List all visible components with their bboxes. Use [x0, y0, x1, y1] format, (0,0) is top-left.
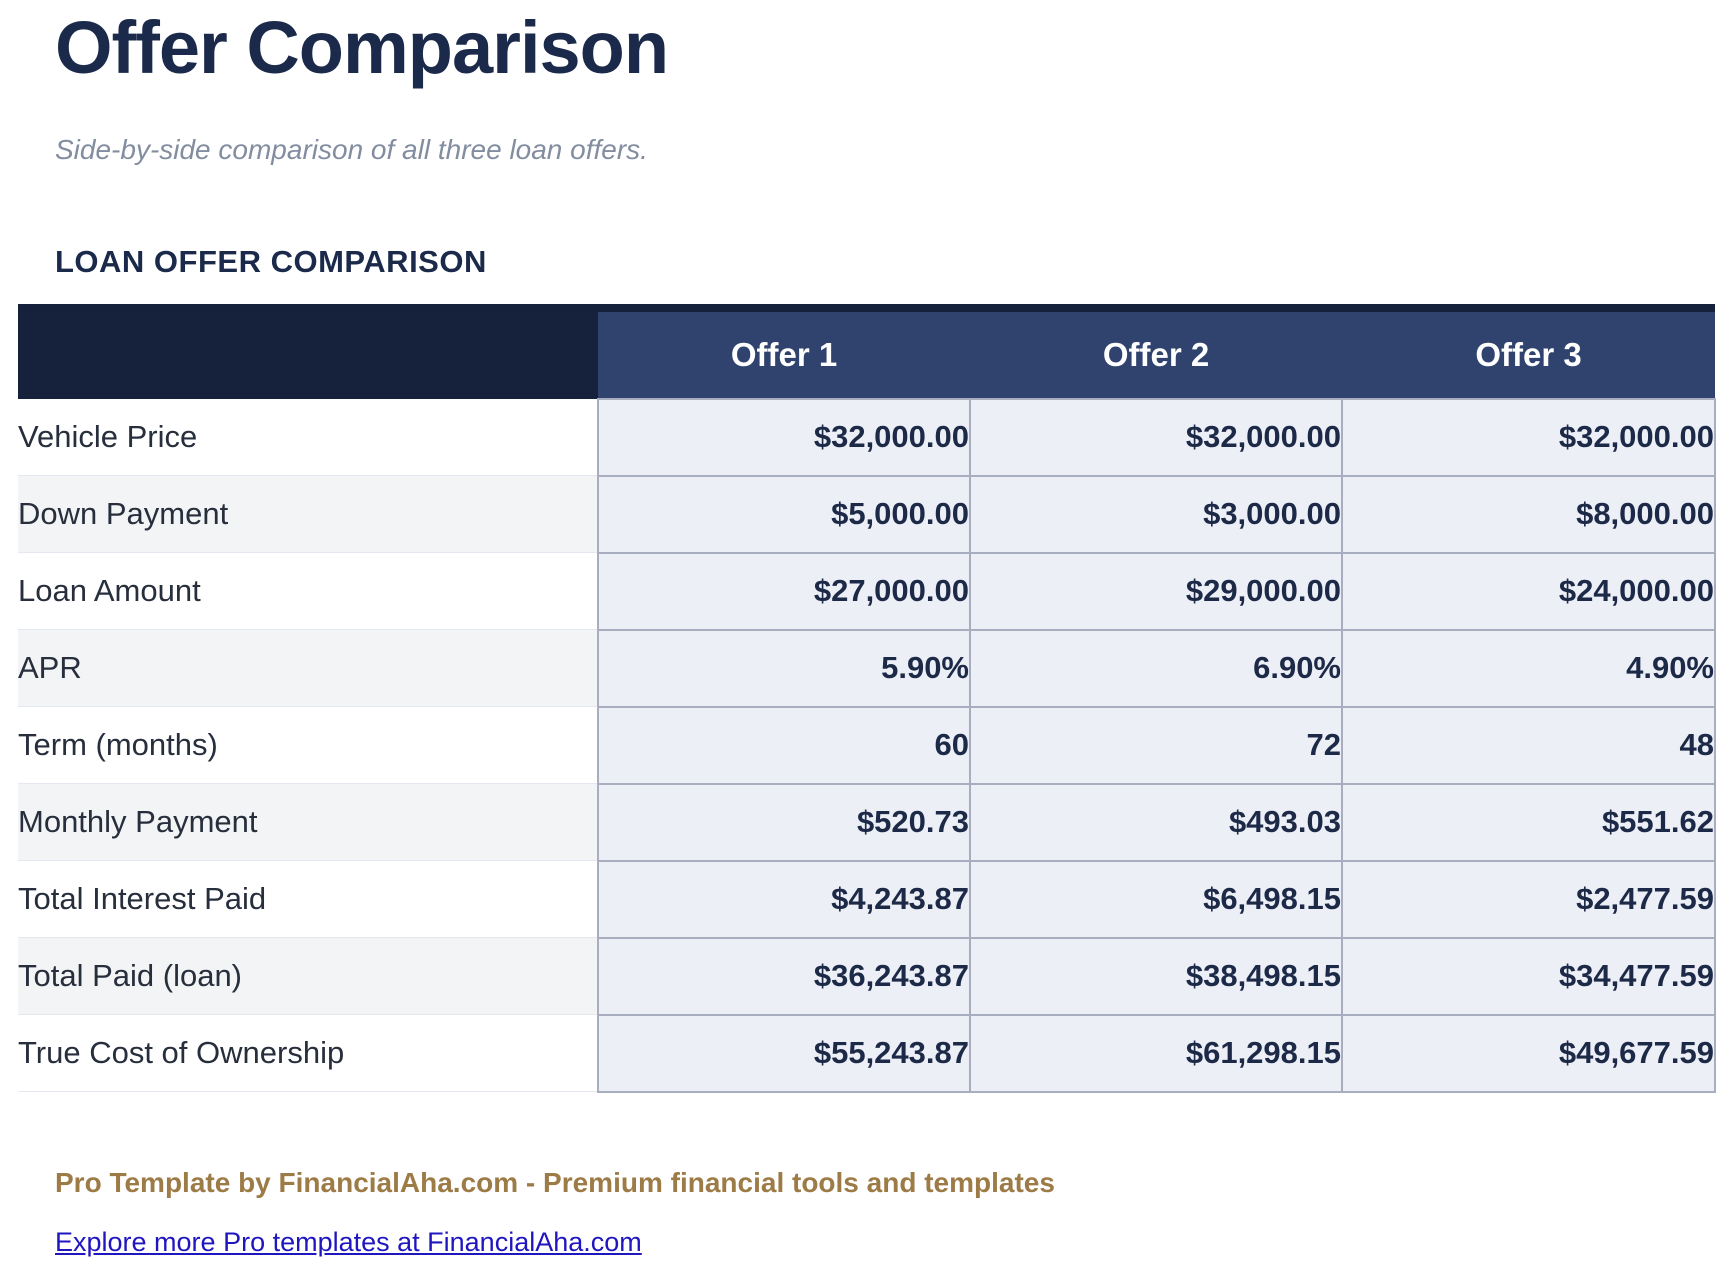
cell-value: 4.90% — [1341, 628, 1716, 708]
column-header-offer-1: Offer 1 — [598, 307, 970, 399]
table-row: Monthly Payment $520.73 $493.03 $551.62 — [18, 782, 1716, 862]
table-row: Vehicle Price $32,000.00 $32,000.00 $32,… — [18, 397, 1716, 477]
row-label: Loan Amount — [18, 552, 598, 630]
cell-value: $55,243.87 — [597, 1013, 971, 1093]
page: Offer Comparison Side-by-side comparison… — [0, 8, 1733, 1258]
table-corner-cell — [18, 307, 598, 399]
column-header-offer-3: Offer 3 — [1342, 307, 1715, 399]
table-row: True Cost of Ownership $55,243.87 $61,29… — [18, 1013, 1716, 1093]
table-row: Term (months) 60 72 48 — [18, 705, 1716, 785]
loan-offer-comparison-table: Offer 1 Offer 2 Offer 3 Vehicle Price $3… — [18, 303, 1716, 1093]
cell-value: 5.90% — [597, 628, 971, 708]
cell-value: $27,000.00 — [597, 551, 971, 631]
row-label: Term (months) — [18, 706, 598, 784]
cell-value: $2,477.59 — [1341, 859, 1716, 939]
section-heading: LOAN OFFER COMPARISON — [55, 244, 487, 280]
row-label: Vehicle Price — [18, 398, 598, 476]
cell-value: $29,000.00 — [969, 551, 1343, 631]
cell-value: $6,498.15 — [969, 859, 1343, 939]
row-label: Monthly Payment — [18, 783, 598, 861]
row-label: Total Interest Paid — [18, 860, 598, 938]
cell-value: $49,677.59 — [1341, 1013, 1716, 1093]
table-row: Down Payment $5,000.00 $3,000.00 $8,000.… — [18, 474, 1716, 554]
cell-value: $24,000.00 — [1341, 551, 1716, 631]
cell-value: $38,498.15 — [969, 936, 1343, 1016]
column-header-offer-2: Offer 2 — [970, 307, 1342, 399]
row-label: APR — [18, 629, 598, 707]
cell-value: $61,298.15 — [969, 1013, 1343, 1093]
table-row: Loan Amount $27,000.00 $29,000.00 $24,00… — [18, 551, 1716, 631]
footer-credit: Pro Template by FinancialAha.com - Premi… — [55, 1166, 1055, 1198]
cell-value: $36,243.87 — [597, 936, 971, 1016]
row-label: Down Payment — [18, 475, 598, 553]
cell-value: 6.90% — [969, 628, 1343, 708]
cell-value: $34,477.59 — [1341, 936, 1716, 1016]
table-row: Total Paid (loan) $36,243.87 $38,498.15 … — [18, 936, 1716, 1016]
cell-value: $32,000.00 — [1341, 397, 1716, 477]
cell-value: $8,000.00 — [1341, 474, 1716, 554]
cell-value: 72 — [969, 705, 1343, 785]
cell-value: $32,000.00 — [597, 397, 971, 477]
page-subtitle: Side-by-side comparison of all three loa… — [55, 133, 648, 165]
cell-value: 60 — [597, 705, 971, 785]
row-label: Total Paid (loan) — [18, 937, 598, 1015]
cell-value: $5,000.00 — [597, 474, 971, 554]
table-row: APR 5.90% 6.90% 4.90% — [18, 628, 1716, 708]
cell-value: $551.62 — [1341, 782, 1716, 862]
cell-value: $520.73 — [597, 782, 971, 862]
cell-value: 48 — [1341, 705, 1716, 785]
cell-value: $4,243.87 — [597, 859, 971, 939]
page-title: Offer Comparison — [55, 6, 669, 89]
cell-value: $3,000.00 — [969, 474, 1343, 554]
table-row: Total Interest Paid $4,243.87 $6,498.15 … — [18, 859, 1716, 939]
cell-value: $32,000.00 — [969, 397, 1343, 477]
page-footer: Pro Template by FinancialAha.com - Premi… — [0, 1167, 1733, 1258]
cell-value: $493.03 — [969, 782, 1343, 862]
footer-link[interactable]: Explore more Pro templates at FinancialA… — [55, 1226, 642, 1257]
table-header-row: Offer 1 Offer 2 Offer 3 — [18, 307, 1715, 399]
row-label: True Cost of Ownership — [18, 1014, 598, 1093]
